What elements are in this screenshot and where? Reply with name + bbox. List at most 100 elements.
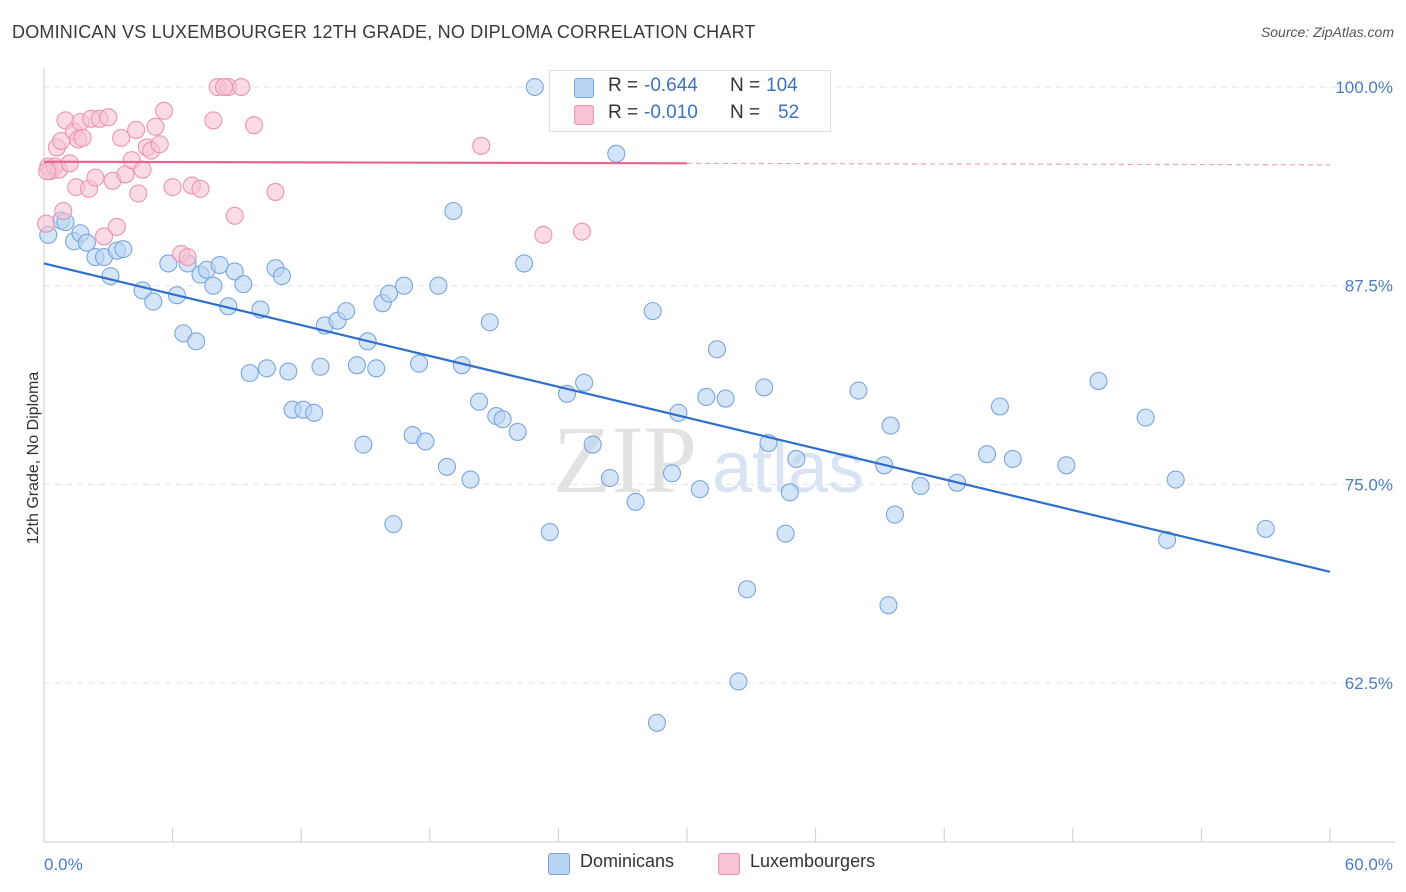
dominicans-point-66 — [600, 468, 619, 488]
dominicans-point-71 — [662, 464, 682, 483]
dominicans-point-12 — [144, 292, 163, 311]
dominicans-point-60 — [525, 77, 544, 97]
chart-source: Source: ZipAtlas.com — [1260, 24, 1394, 40]
stats-legend: R = -0.644 N = 104 R = -0.010 N = 52 — [549, 70, 831, 132]
dominicans-point-93 — [1003, 449, 1022, 468]
dominicans-point-43 — [380, 284, 399, 303]
legend-n-value-dominicans: 104 — [766, 75, 798, 96]
luxembourgers-point-45 — [266, 182, 285, 201]
dominicans-point-88 — [885, 505, 904, 524]
luxembourgers-point-44 — [244, 116, 264, 135]
dominicans-point-89 — [911, 476, 930, 496]
legend-n-label: N = — [730, 102, 761, 123]
y-tick-label-1: 75.0% — [1345, 475, 1393, 494]
dominicans-point-68 — [626, 492, 645, 511]
luxembourgers-point-23 — [112, 128, 131, 147]
dominicans-point-61 — [540, 523, 559, 542]
y-axis-label: 12th Grade, No Diploma — [25, 372, 42, 545]
dominicans-point-15 — [174, 324, 193, 343]
dominicans-point-48 — [416, 432, 435, 451]
dominicans-point-44 — [384, 515, 403, 534]
luxembourgers-point-47 — [534, 225, 553, 244]
dominicans-point-82 — [780, 483, 799, 502]
luxembourgers-point-42 — [225, 206, 244, 225]
dominicans-point-24 — [234, 275, 253, 294]
dominicans-point-55 — [480, 313, 499, 332]
dominicans-point-54 — [470, 392, 489, 411]
dominicans-point-65 — [583, 435, 602, 454]
dominicans-point-76 — [716, 389, 735, 408]
luxembourgers-point-50 — [38, 162, 57, 181]
legend-swatch-dominicans — [574, 78, 594, 98]
luxembourgers-point-33 — [154, 101, 174, 120]
luxembourgers-point-14 — [73, 128, 92, 147]
luxembourgers-point-28 — [133, 160, 152, 179]
gridlines — [44, 86, 1360, 684]
dominicans-point-25 — [240, 364, 259, 383]
dominicans-point-13 — [159, 254, 178, 273]
dominicans-point-98 — [1166, 470, 1185, 489]
legend-r-value-dominicans: -0.644 — [644, 75, 698, 96]
dominicans-point-41 — [367, 359, 386, 378]
dominicans-point-87 — [881, 416, 900, 435]
watermark: ZIP atlas — [553, 406, 864, 513]
luxembourgers-point-17 — [86, 168, 105, 187]
dominicans-point-64 — [575, 373, 594, 392]
luxembourgers-trend-line — [43, 160, 688, 165]
luxembourgers-point-38 — [191, 179, 210, 198]
y-tick-label-0: 62.5% — [1345, 674, 1393, 693]
dominicans-point-38 — [347, 356, 366, 375]
dominicans-point-51 — [444, 201, 463, 221]
dominicans-point-99 — [1256, 519, 1275, 538]
dominicans-point-8 — [101, 267, 120, 286]
dominicans-point-84 — [849, 381, 868, 400]
dominicans-point-96 — [1136, 408, 1155, 427]
legend-swatch-luxembourgers — [574, 105, 594, 125]
legend-n-label: N = — [730, 75, 761, 96]
series-label-dominicans: Dominicans — [580, 851, 675, 871]
luxembourgers-point-32 — [150, 135, 169, 154]
dominicans-point-5 — [77, 233, 96, 252]
luxembourgers-point-31 — [146, 117, 165, 136]
luxembourgers-point-26 — [127, 120, 146, 139]
dominicans-point-33 — [305, 403, 324, 422]
dominicans-point-23 — [225, 262, 244, 281]
luxembourgers-point-0 — [37, 214, 56, 233]
dominicans-point-39 — [354, 435, 373, 454]
y-tick-label-2: 87.5% — [1345, 277, 1393, 296]
luxembourgers-point-27 — [129, 184, 148, 203]
dominicans-point-74 — [697, 387, 716, 407]
dominicans-point-97 — [1158, 530, 1177, 550]
luxembourgers-point-9 — [60, 154, 79, 173]
dominicans-point-67 — [607, 144, 626, 163]
dominicans-point-83 — [787, 449, 806, 468]
dominicans-point-94 — [1057, 456, 1076, 475]
luxembourgers-point-20 — [99, 108, 118, 127]
legend-r-label: R = — [608, 75, 639, 96]
dominicans-point-30 — [279, 362, 298, 381]
luxembourgers-point-43 — [232, 77, 251, 97]
series-swatch-luxembourgers — [718, 853, 740, 875]
dominicans-point-21 — [210, 255, 229, 275]
dominicans-point-53 — [461, 470, 480, 489]
dominicans-point-58 — [508, 422, 527, 441]
dominicans-point-73 — [690, 480, 709, 499]
dominicans-point-45 — [395, 276, 414, 295]
dominicans-point-47 — [410, 354, 429, 373]
trend-lines — [43, 160, 1331, 573]
dominicans-point-17 — [187, 332, 206, 351]
dominicans-point-57 — [493, 410, 512, 429]
dominicans-point-27 — [257, 359, 276, 378]
luxembourgers-point-19 — [94, 227, 114, 246]
luxembourgers-point-36 — [178, 248, 197, 267]
luxembourgers-point-39 — [204, 111, 223, 130]
legend-r-label: R = — [608, 102, 639, 123]
dominicans-point-29 — [272, 267, 291, 286]
dominicans-point-69 — [643, 302, 662, 321]
dominicans-point-20 — [204, 276, 223, 295]
dominicans-point-81 — [776, 524, 795, 543]
dominicans-point-78 — [737, 580, 757, 599]
dominicans-point-91 — [978, 445, 997, 464]
x-tick-label-0: 0.0% — [44, 855, 83, 874]
